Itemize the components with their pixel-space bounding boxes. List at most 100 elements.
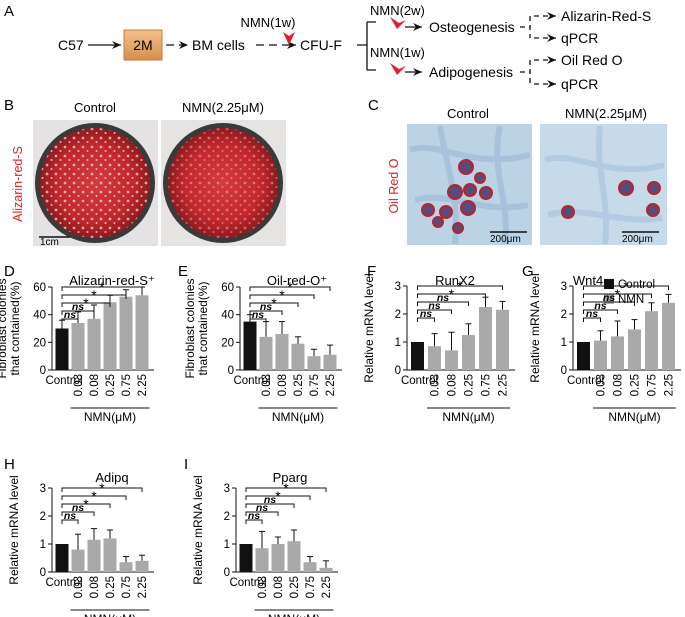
flow-osteogenesis: Osteogenesis xyxy=(429,19,515,35)
significance-label: * xyxy=(91,287,97,303)
significance-label: ns xyxy=(437,292,449,304)
bar xyxy=(303,562,317,572)
bar xyxy=(577,342,590,370)
panel-a: A C57 2M BM cells NMN(1w) CFU-F NMN(2w) … xyxy=(4,3,651,92)
x-tick-label: 0.03 xyxy=(596,374,608,396)
x-tick-label: 2.25 xyxy=(325,374,337,396)
significance-label: ns xyxy=(586,308,598,320)
significance-bracket xyxy=(61,318,79,323)
bar xyxy=(55,328,69,370)
flow-branch xyxy=(520,16,531,84)
y-tick-label: 60 xyxy=(221,282,234,294)
significance-bracket xyxy=(61,519,79,524)
chart-title: Wnt4 xyxy=(573,273,603,288)
y-tick-label: 3 xyxy=(224,483,230,495)
legend-control-swatch xyxy=(604,279,614,289)
flow-age: 2M xyxy=(133,37,152,53)
significance-bracket xyxy=(417,309,452,314)
significance-label: ns xyxy=(72,301,84,313)
bar xyxy=(428,346,441,370)
y-tick-label: 40 xyxy=(33,310,46,322)
flow-qpcr: qPCR xyxy=(561,76,598,92)
bar xyxy=(71,322,85,370)
flow-qpcr: qPCR xyxy=(561,30,598,46)
significance-label: ns xyxy=(603,292,615,304)
x-tick-label: 0.75 xyxy=(647,374,659,396)
significance-label: ns xyxy=(64,510,76,522)
bar xyxy=(119,296,133,370)
flow-oil-red-o: Oil Red O xyxy=(561,52,623,68)
x-group-label: NMN(μM) xyxy=(608,410,660,424)
significance-label: ns xyxy=(428,300,440,312)
x-tick-label: Control xyxy=(567,375,604,387)
bar xyxy=(271,544,285,572)
legend: Control NMN xyxy=(604,279,655,306)
nmn-arrowhead-icon xyxy=(390,63,406,75)
scale-bar-label: 200μm xyxy=(490,234,521,245)
x-tick-label: 0.08 xyxy=(89,374,101,396)
y-axis-label: Relative mRNA level xyxy=(7,475,21,584)
flow-bm-cells: BM cells xyxy=(192,37,245,53)
significance-label: ns xyxy=(248,510,260,522)
flow-adipogenesis: Adipogenesis xyxy=(429,64,513,80)
chart-title: Adipq xyxy=(95,470,128,485)
y-axis-label: Relative mRNA level xyxy=(528,273,542,382)
flow-cfu-f: CFU-F xyxy=(300,37,342,53)
bar xyxy=(287,541,301,572)
x-tick-label: 0.75 xyxy=(305,576,317,598)
significance-bracket xyxy=(417,301,469,306)
bar xyxy=(319,567,333,572)
panel-label-e: E xyxy=(178,263,188,280)
significance-label: ns xyxy=(260,301,272,313)
x-group-label: NMN(μM) xyxy=(442,410,494,424)
nmn-arrowhead-icon xyxy=(283,32,295,45)
flow-c57: C57 xyxy=(58,37,84,53)
significance-bracket xyxy=(245,487,327,492)
bar xyxy=(323,354,337,370)
bar-charts: Alizarin-red-S⁺Fibroblast colonies that c… xyxy=(0,273,681,617)
bar xyxy=(291,343,305,370)
bar xyxy=(594,340,607,370)
bar xyxy=(239,544,253,572)
panel-label-f: F xyxy=(367,263,376,280)
significance-label: * xyxy=(283,480,289,496)
y-axis-label: Relative mRNA level xyxy=(191,475,205,584)
panel-b: B Control NMN(2.25μM) Alizarin-red-S 1cm xyxy=(4,97,286,248)
significance-bracket xyxy=(249,286,331,291)
dish-treated-speckle xyxy=(168,128,278,238)
significance-bracket xyxy=(61,487,143,492)
y-axis-label: Fibroblast colonies xyxy=(0,278,9,378)
x-group-label: NMN(μM) xyxy=(272,410,324,424)
y-tick-label: 0 xyxy=(224,567,230,579)
y-tick-label: 3 xyxy=(395,281,401,293)
significance-label: ns xyxy=(64,309,76,321)
bar xyxy=(55,544,69,572)
x-tick-label: 0.25 xyxy=(105,576,117,598)
age-box xyxy=(123,29,163,61)
x-tick-label: 0.03 xyxy=(73,576,85,598)
significance-label: * xyxy=(623,278,629,294)
significance-bracket xyxy=(61,511,95,516)
bar xyxy=(87,318,101,370)
x-tick-label: 2.25 xyxy=(137,374,149,396)
significance-bracket xyxy=(61,294,127,299)
x-tick-label: Control xyxy=(401,375,438,387)
x-group-label: NMN(μM) xyxy=(268,612,320,617)
significance-bracket xyxy=(583,285,669,290)
y-axis-label: that contained(%) xyxy=(196,281,210,375)
significance-bracket xyxy=(249,302,299,307)
y-tick-label: 0 xyxy=(40,567,46,579)
x-tick-label: 2.25 xyxy=(137,576,149,598)
legend-control-label: Control xyxy=(618,279,655,291)
significance-bracket xyxy=(61,286,143,291)
x-group-label: NMN(μM) xyxy=(84,612,136,617)
panel-label-c: C xyxy=(368,97,379,114)
x-tick-label: 0.25 xyxy=(630,374,642,396)
significance-bracket xyxy=(417,317,435,322)
significance-label: * xyxy=(615,286,621,302)
significance-bracket xyxy=(417,285,503,290)
significance-bracket xyxy=(245,503,295,508)
chart-d: Alizarin-red-S⁺ Fibroblast colonies that c… xyxy=(0,273,155,424)
significance-label: * xyxy=(271,295,277,311)
